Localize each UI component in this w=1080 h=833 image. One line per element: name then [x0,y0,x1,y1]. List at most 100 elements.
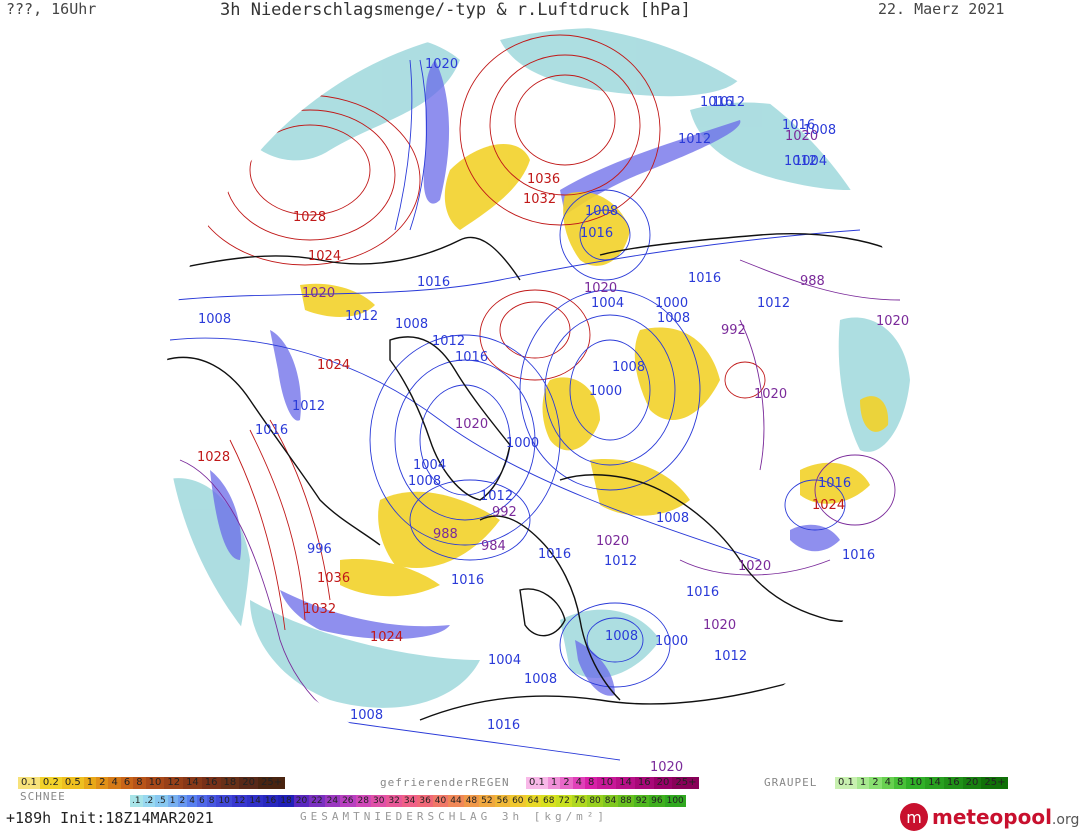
total-precip-legend-swatch: 88 [618,795,634,807]
pressure-label: 988 [433,527,458,542]
pressure-label: 1016 [487,718,520,733]
total-precip-legend-swatch: 32 [386,795,402,807]
pressure-label: 1020 [703,618,736,633]
graupel-legend-swatch: 14 [925,777,944,789]
snow-legend-swatch: 25+ [258,777,286,789]
pressure-label: 984 [481,539,506,554]
total-precip-legend-swatch: 18 [278,795,294,807]
pressure-label: 1024 [812,498,845,513]
graupel-legend-swatch: 10 [906,777,926,789]
pressure-label: 996 [307,542,332,557]
graupel-legend-swatch: 25+ [981,777,1009,789]
freezing-rain-legend-swatch: 10 [597,777,617,789]
snow-legend-label: SCHNEE [20,790,66,803]
snow-legend: 0.1 0.2 0.5 1 2 4 6 8 10 12 14 16 18 20 25+ [18,777,286,789]
total-precip-legend-swatch: 44 [448,795,464,807]
snow-legend-swatch: 8 [133,777,146,789]
pressure-label: 992 [721,323,746,338]
pressure-label: 1012 [480,489,513,504]
graupel-legend-swatch: 4 [881,777,895,789]
graupel-legend-swatch: 0.1 [835,777,857,789]
snow-legend-swatch: 18 [220,777,240,789]
pressure-labels: 1020 1016 1012 1036 1032 1028 1024 1020 … [197,57,909,775]
snow-legend-swatch: 4 [108,777,121,789]
pressure-label: 1020 [425,57,458,72]
pressure-label: 1020 [876,314,909,329]
total-precip-legend-swatch: 92 [633,795,650,807]
total-precip-legend-swatch: 60 [510,795,526,807]
pressure-label: 1028 [293,210,326,225]
pressure-label: 1012 [712,95,745,110]
pressure-label: 1020 [455,417,488,432]
freezing-rain-legend: 0.1 1 2 4 8 10 14 16 20 25+ [526,777,700,789]
pressure-label: 1012 [604,554,637,569]
pressure-label: 1008 [350,708,383,723]
total-precip-legend-swatch: 76 [571,795,588,807]
pressure-label: 1012 [432,334,465,349]
total-precip-legend-swatch: 2 [177,795,188,807]
meteopool-brand-text: meteopool.org [932,805,1080,829]
pressure-label: 1020 [596,534,629,549]
pressure-label: 1004 [413,458,446,473]
total-precip-legend-swatch: 6 [196,795,207,807]
total-precip-legend-swatch: 4 [187,795,197,807]
freezing-rain-legend-swatch: 4 [572,777,586,789]
pressure-label: 1020 [584,281,617,296]
pressure-label: 1016 [451,573,484,588]
heavy-precip-bands [210,60,840,696]
pressure-label: 1016 [818,476,851,491]
total-precip-legend-swatch: 34 [401,795,418,807]
freezing-rain-legend-swatch: 16 [634,777,654,789]
pressure-label: 1008 [524,672,557,687]
total-precip-legend-swatch: .2 [142,795,156,807]
pressure-label: 1020 [650,760,683,775]
pressure-label: 1004 [591,296,624,311]
total-precip-legend-swatch: 30 [370,795,387,807]
total-precip-legend: .1.2.5 1 2 4 6 8 10 12 14 16 18 20 22 24 26 28 30 32 34 36 4… [130,795,686,807]
pressure-label: 1012 [678,132,711,147]
total-precip-legend-swatch: 84 [602,795,619,807]
pressure-label: 1016 [417,275,450,290]
pressure-label: 1016 [700,95,733,110]
total-precip-legend-swatch: 10 [216,795,232,807]
pressure-label: 1008 [656,511,689,526]
total-precip-legend-swatch: 68 [540,795,557,807]
pressure-label: 1024 [308,249,341,264]
pressure-label: 1012 [757,296,790,311]
total-precip-legend-swatch: 100 [664,795,686,807]
pressure-label: 1000 [655,634,688,649]
pressure-label: 1016 [688,271,721,286]
freezing-rain-legend-swatch: 0.1 [526,777,548,789]
pressure-label: 1016 [580,226,613,241]
meteopool-logo[interactable]: m meteopool.org [900,803,1079,831]
pressure-label: 1012 [784,154,817,169]
pressure-label: 1016 [686,585,719,600]
snow-legend-swatch: 1 [83,777,97,789]
total-precip-legend-swatch: 72 [556,795,572,807]
total-precip-legend-swatch: 64 [525,795,541,807]
pressure-label: 1008 [803,123,836,138]
graupel-legend-swatch: 16 [943,777,963,789]
pressure-label: 1024 [317,358,350,373]
snow-legend-swatch: 6 [120,777,134,789]
pressure-label: 1020 [785,129,818,144]
isobars-low [169,59,861,761]
pressure-label: 1028 [197,450,230,465]
pressure-label: 1008 [585,204,618,219]
pressure-label: 1008 [612,360,645,375]
pressure-label: 1008 [657,311,690,326]
total-precip-legend-swatch: 96 [649,795,665,807]
graupel-legend-label: GRAUPEL [764,776,818,789]
pressure-label: 1024 [370,630,403,645]
snow-legend-swatch: 14 [183,777,202,789]
snow-legend-swatch: 0.1 [18,777,40,789]
pressure-label: 1008 [605,629,638,644]
total-precip-legend-label: GESAMTNIEDERSCHLAG 3h [kg/m²] [300,810,609,823]
pressure-label: 1032 [303,602,336,617]
pressure-label: 1032 [523,192,556,207]
total-precip-legend-swatch: 24 [324,795,341,807]
graupel-legend-swatch: 1 [856,777,870,789]
freezing-rain-legend-label: gefrierenderREGEN [380,776,510,789]
graupel-legend-swatch: 2 [869,777,882,789]
pressure-label: 1004 [794,154,827,169]
